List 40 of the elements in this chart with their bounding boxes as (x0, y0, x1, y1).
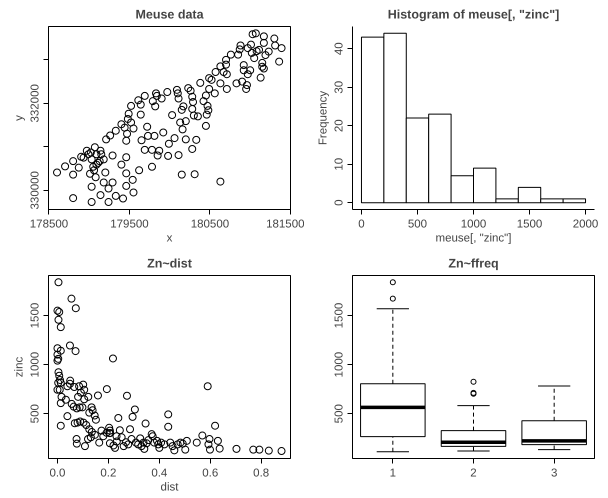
x-tick-label: 2 (470, 468, 477, 480)
y-tick-label: 10 (334, 158, 346, 171)
x-axis-title: dist (160, 482, 180, 494)
x-tick-label: 0.4 (151, 468, 168, 480)
x-tick-label: 0.2 (100, 468, 116, 480)
chart-title: Zn~ffreq (448, 256, 499, 270)
x-axis-title: meuse[, "zinc"] (436, 232, 512, 244)
x-tick-label: 3 (550, 468, 558, 480)
y-tick-label: 1500 (334, 302, 346, 328)
x-tick-label: 180500 (190, 218, 230, 230)
y-tick-label: 332000 (30, 84, 42, 123)
x-tick-label: 2000 (572, 218, 598, 230)
y-tick-label: 40 (334, 42, 346, 56)
chart-title: Histogram of meuse[, "zinc"] (388, 8, 560, 22)
y-tick-label: 30 (334, 80, 346, 94)
y-axis-title: Frequency (318, 90, 330, 146)
x-tick-label: 1 (390, 468, 396, 480)
x-tick-label: 0.0 (49, 468, 66, 480)
x-tick-label: 500 (408, 218, 428, 230)
y-tick-label: 500 (30, 404, 42, 424)
y-tick-label: 500 (334, 404, 346, 424)
y-tick-label: 0 (334, 200, 346, 206)
y-tick-label: 1500 (30, 302, 42, 328)
chart-title: Zn~dist (147, 256, 193, 270)
x-tick-label: 178500 (30, 218, 68, 230)
x-tick-label: 1500 (516, 218, 542, 230)
x-tick-label: 1000 (460, 218, 486, 230)
x-tick-label: 0 (358, 218, 365, 230)
y-axis-title: zinc (14, 356, 26, 378)
chart-title: Meuse data (135, 8, 205, 22)
y-tick-label: 1000 (30, 352, 42, 378)
y-tick-label: 1000 (334, 352, 346, 378)
y-tick-label: 330000 (30, 171, 42, 210)
x-tick-label: 0.6 (202, 468, 218, 480)
x-tick-label: 179500 (110, 218, 149, 230)
x-tick-label: 181500 (266, 218, 304, 230)
y-axis-title: y (14, 114, 26, 121)
y-tick-label: 20 (334, 119, 346, 132)
x-tick-label: 0.8 (253, 468, 270, 480)
x-axis-title: x (166, 232, 173, 244)
